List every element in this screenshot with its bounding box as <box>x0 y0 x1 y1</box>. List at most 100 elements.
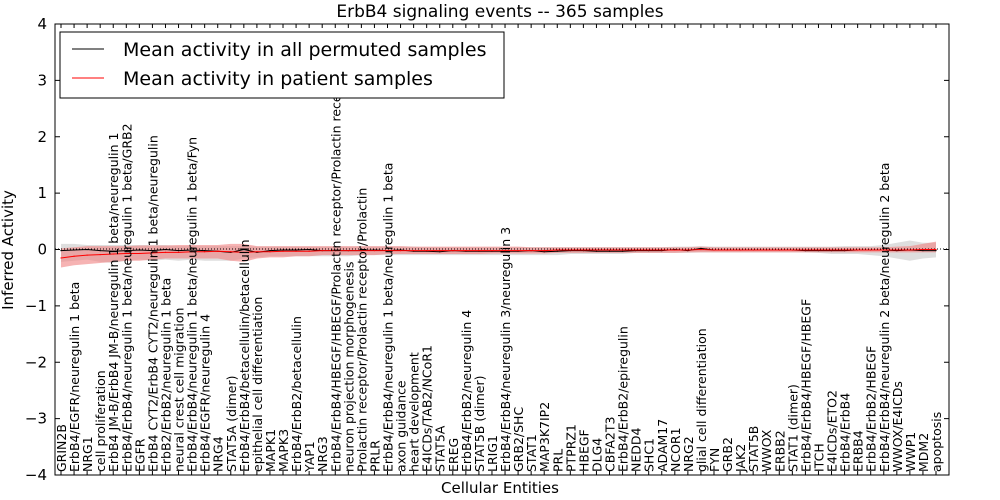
x-tick-label: ErbB4/ErbB2/epiregulin <box>616 326 631 472</box>
x-tick-label: STAT5A <box>433 425 448 472</box>
x-tick-label: NEDD4 <box>629 428 644 472</box>
patient-point <box>99 253 101 256</box>
x-tick-label: EGFR <box>132 438 147 472</box>
x-tick-label: ErbB4/ErbB4/neuregulin 1 beta/neuregulin… <box>119 123 134 472</box>
patient-point <box>857 249 859 251</box>
patient-point <box>439 250 441 252</box>
patient-point <box>204 251 206 253</box>
patient-point <box>791 249 793 251</box>
patient-point <box>243 251 245 253</box>
x-tick-label: ErbB4/ErbB2/neuregulin 4 <box>459 310 474 472</box>
patient-point <box>347 250 349 252</box>
y-axis-label: Inferred Activity <box>0 190 17 310</box>
patient-point <box>360 250 362 252</box>
patient-point <box>569 249 571 251</box>
permuted-point <box>164 248 167 251</box>
x-tick-label: NRG4 <box>211 436 226 472</box>
patient-point <box>386 250 389 252</box>
patient-point <box>256 251 258 253</box>
y-tick-label: 4 <box>37 15 47 33</box>
patient-point <box>883 249 885 251</box>
y-tick-label: 3 <box>37 71 47 89</box>
permuted-point <box>73 249 75 251</box>
x-tick-label: ErbB4 JM-B/ErbB4 JM-B/neuregulin 1 beta/… <box>106 133 121 472</box>
x-tick-label: ErbB4/EGFR/neuregulin 4 <box>198 314 213 472</box>
legend-label-patient: Mean activity in patient samples <box>123 68 433 90</box>
permuted-point <box>151 250 154 252</box>
x-tick-label: E4ICDs/TAB2/NCoR1 <box>420 345 435 472</box>
x-tick-label: ErbB4/ErbB4/neuregulin 3/neuregulin 3 <box>498 227 513 472</box>
x-tick-label: DLG4 <box>589 438 604 472</box>
x-tick-label: ErbB2/ErbB2/neuregulin 1 beta <box>158 278 173 472</box>
permuted-point <box>125 250 127 252</box>
x-tick-label: GRB2 <box>720 437 735 472</box>
patient-point <box>752 249 754 251</box>
patient-point <box>582 249 584 251</box>
permuted-point <box>191 249 193 251</box>
patient-point <box>73 255 75 257</box>
x-tick-label: ErbB4/ErbB4/neuregulin 1 beta/neuregulin… <box>185 137 200 472</box>
permuted-point <box>99 250 101 252</box>
y-tick-label: 2 <box>37 128 47 146</box>
permuted-point <box>86 248 88 251</box>
patient-point <box>817 249 820 251</box>
x-tick-label: GRIN2B <box>54 424 69 472</box>
x-axis-ticks <box>60 24 937 475</box>
x-tick-label: ERBB2 <box>772 430 787 472</box>
x-tick-label: JAK2 <box>733 444 748 473</box>
patient-point <box>191 251 193 253</box>
x-tick-label: WWOX <box>759 429 774 472</box>
patient-point <box>308 250 310 252</box>
patient-point <box>112 253 114 255</box>
y-tick-label: −4 <box>25 466 47 484</box>
x-tick-label: CBFA2T3 <box>603 417 618 472</box>
y-tick-label: 0 <box>37 241 47 259</box>
x-tick-label: ADAM17 <box>655 419 670 472</box>
patient-point <box>452 250 454 252</box>
x-tick-label: heart development <box>407 352 422 472</box>
x-tick-label: ErbB4/ErbB4/HBEGF/HBEGF/Prolactin recept… <box>328 68 343 472</box>
patient-point <box>517 250 519 252</box>
x-tick-label: EREG <box>446 438 461 472</box>
x-tick-label: STAT5B <box>746 426 761 472</box>
x-tick-label: ErbB4/ErbB2/HBEGF <box>864 346 879 472</box>
permuted-point <box>439 251 441 253</box>
chart-title: ErbB4 signaling events -- 365 samples <box>336 2 663 22</box>
x-tick-label: STAT1 (dimer) <box>785 384 800 472</box>
patient-point <box>870 249 872 251</box>
patient-point <box>465 250 467 252</box>
x-tick-label: neural crest cell migration <box>172 308 187 472</box>
permuted-point <box>608 250 611 252</box>
x-tick-label: ITCH <box>811 443 826 472</box>
permuted-point <box>282 249 284 251</box>
patient-point <box>830 249 833 251</box>
patient-point <box>674 249 676 251</box>
patient-point <box>334 250 336 252</box>
y-tick-label: −3 <box>25 410 47 428</box>
x-tick-label: ErbB4 CYT2/ErbB4 CYT2/neuregulin 1 beta/… <box>145 135 160 472</box>
x-tick-label: WWOX/E4ICDs <box>890 381 905 472</box>
x-tick-label: epithelial cell differentiation <box>250 297 265 472</box>
x-tick-label: NCOR1 <box>668 427 683 472</box>
legend-box <box>59 31 505 99</box>
patient-point <box>608 249 611 251</box>
x-tick-label: ErbB4/EGFR/neuregulin 1 beta <box>67 282 82 472</box>
patient-point <box>504 250 506 252</box>
legend: Mean activity in all permuted samples Me… <box>59 31 505 99</box>
permuted-point <box>269 250 271 252</box>
x-tick-label: glial cell differentiation <box>694 328 709 472</box>
patient-point <box>530 250 532 252</box>
x-tick-label: ErbB4/ErbB4/HBEGF/HBEGF <box>798 299 813 472</box>
y-tick-label: −2 <box>25 353 47 371</box>
permuted-point <box>935 250 937 252</box>
patient-point <box>661 249 663 251</box>
patient-point <box>765 249 767 251</box>
permuted-point <box>112 250 114 252</box>
x-tick-label: LRIG1 <box>485 435 500 472</box>
patient-point <box>635 249 637 251</box>
permuted-point <box>700 247 702 249</box>
confidence-bands <box>61 240 936 268</box>
patient-point <box>922 248 924 251</box>
